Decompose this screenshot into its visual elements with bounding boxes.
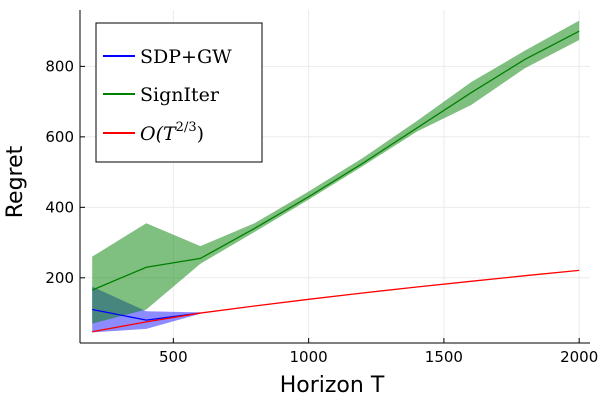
band-series-0 [92, 286, 201, 333]
legend-label-o-t23: O(T2/3) [140, 120, 204, 145]
legend-label-sdp-gw: SDP+GW [140, 46, 232, 68]
y-tick-label: 600 [45, 128, 74, 146]
line-series-2 [92, 269, 580, 333]
x-tick-label: 2000 [560, 348, 598, 366]
tick-labels: 500 1000 1500 2000 200 400 600 800 [45, 57, 598, 366]
y-tick-label: 400 [45, 198, 74, 216]
legend-box [95, 22, 263, 163]
legend: SDP+GW SignIter O(T2/3) [95, 22, 263, 163]
x-tick-label: 500 [159, 348, 188, 366]
y-tick-label: 800 [45, 57, 74, 75]
x-tick-label: 1000 [290, 348, 328, 366]
y-tick-label: 200 [45, 269, 74, 287]
series-lines [91, 30, 580, 333]
confidence-bands [92, 20, 580, 333]
x-axis-title: Horizon T [280, 373, 385, 398]
legend-label-signiter: SignIter [140, 84, 220, 106]
band-series-1 [92, 20, 580, 324]
axes [79, 10, 590, 344]
x-tick-label: 1500 [425, 348, 463, 366]
line-series-1 [91, 30, 580, 291]
y-axis-title: Regret [3, 145, 28, 218]
